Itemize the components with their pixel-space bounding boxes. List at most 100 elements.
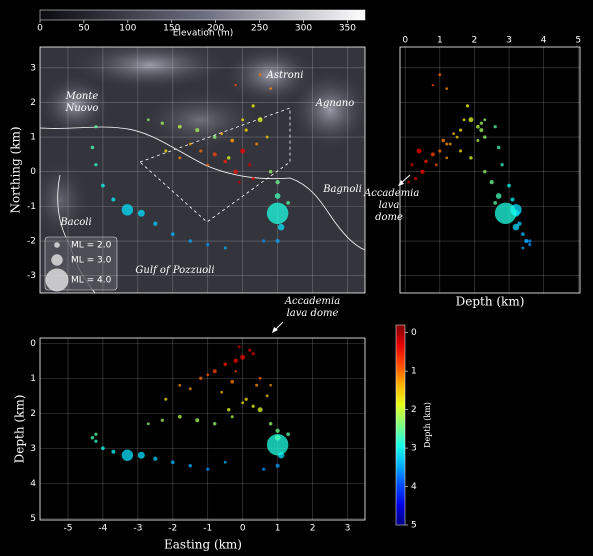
elevation-colorbar xyxy=(39,9,366,21)
event xyxy=(101,446,105,451)
event xyxy=(483,118,487,122)
colorbar-label: Elevation (m) xyxy=(173,29,233,39)
x-tick-label: -4 xyxy=(98,524,107,534)
event xyxy=(251,177,255,181)
tick-label: 200 xyxy=(207,24,224,34)
event xyxy=(241,118,245,122)
event xyxy=(164,397,168,401)
event xyxy=(170,460,175,465)
event xyxy=(489,179,494,185)
tick-label: 0 xyxy=(411,328,417,338)
x-tick-label: 1 xyxy=(437,36,443,46)
place-label: Bagnoli xyxy=(323,184,362,195)
event xyxy=(275,239,280,244)
event xyxy=(465,104,470,108)
y-tick-label: 2 xyxy=(30,409,36,419)
event xyxy=(94,163,98,167)
event xyxy=(459,149,463,153)
x-tick-label: 0 xyxy=(402,36,408,46)
event xyxy=(94,439,98,443)
event xyxy=(269,383,272,387)
event xyxy=(275,428,280,433)
x-tick-label: 2 xyxy=(472,36,478,46)
tick-label: 100 xyxy=(119,24,136,34)
tick-label: 3 xyxy=(411,444,417,454)
tick-label: 4 xyxy=(411,482,417,492)
y-tick-label: 4 xyxy=(30,479,36,489)
event xyxy=(277,223,285,231)
event xyxy=(195,418,200,423)
event xyxy=(430,152,435,157)
event xyxy=(476,139,480,143)
ns-frame xyxy=(399,46,581,294)
event xyxy=(94,432,98,436)
place-label: Bacoli xyxy=(60,217,92,228)
event xyxy=(266,202,289,225)
place-label: Astroni xyxy=(266,70,304,81)
event xyxy=(206,242,210,247)
event xyxy=(178,383,182,387)
event xyxy=(90,436,95,440)
x-tick-label: 4 xyxy=(541,36,547,46)
y-tick-label: 1 xyxy=(30,374,36,384)
event xyxy=(495,193,502,199)
event xyxy=(226,408,231,412)
event xyxy=(146,118,150,122)
event xyxy=(223,246,227,250)
event xyxy=(255,383,259,387)
event xyxy=(500,163,504,167)
ew-events xyxy=(90,345,290,471)
legend-marker xyxy=(45,268,69,292)
event xyxy=(244,397,248,401)
event xyxy=(438,149,442,153)
event xyxy=(111,449,116,454)
event xyxy=(524,239,529,244)
y-tick-label: -1 xyxy=(27,202,36,212)
event xyxy=(177,414,182,419)
event xyxy=(241,401,245,405)
legend-marker xyxy=(54,242,60,248)
x-tick-label: -2 xyxy=(168,524,177,534)
depth-colorbar xyxy=(395,324,406,526)
tick-label: 250 xyxy=(251,24,268,34)
event xyxy=(237,180,241,184)
tick-label: 5 xyxy=(411,521,417,531)
event xyxy=(251,404,255,408)
legend-label: ML = 3.0 xyxy=(71,256,112,266)
event xyxy=(230,379,235,384)
y-tick-label: 5 xyxy=(30,514,36,524)
event xyxy=(286,201,290,205)
event xyxy=(512,223,520,231)
ns-events xyxy=(407,73,532,250)
event xyxy=(265,135,269,139)
event xyxy=(431,83,435,87)
event xyxy=(265,394,269,398)
event xyxy=(251,104,255,108)
event xyxy=(153,456,158,461)
event xyxy=(170,232,175,236)
event xyxy=(445,142,449,146)
event xyxy=(448,142,452,146)
tick-label: 300 xyxy=(295,24,312,34)
x-tick-label: -5 xyxy=(63,524,72,534)
event xyxy=(455,135,459,139)
y-axis-label: Northing (km) xyxy=(9,126,23,213)
x-tick-label: -1 xyxy=(203,524,212,534)
event xyxy=(90,145,95,150)
event xyxy=(237,345,241,349)
event xyxy=(233,169,238,174)
event xyxy=(160,418,164,422)
event xyxy=(188,387,192,391)
event xyxy=(257,407,263,413)
legend-marker xyxy=(51,254,63,266)
event xyxy=(528,239,532,243)
event xyxy=(479,121,483,125)
event xyxy=(223,159,227,164)
colorbar-label: Depth (km) xyxy=(423,402,432,448)
event xyxy=(266,434,289,456)
event xyxy=(424,159,428,164)
tick-label: 350 xyxy=(339,24,356,34)
event xyxy=(469,156,473,160)
event xyxy=(416,148,422,154)
event xyxy=(462,118,466,122)
